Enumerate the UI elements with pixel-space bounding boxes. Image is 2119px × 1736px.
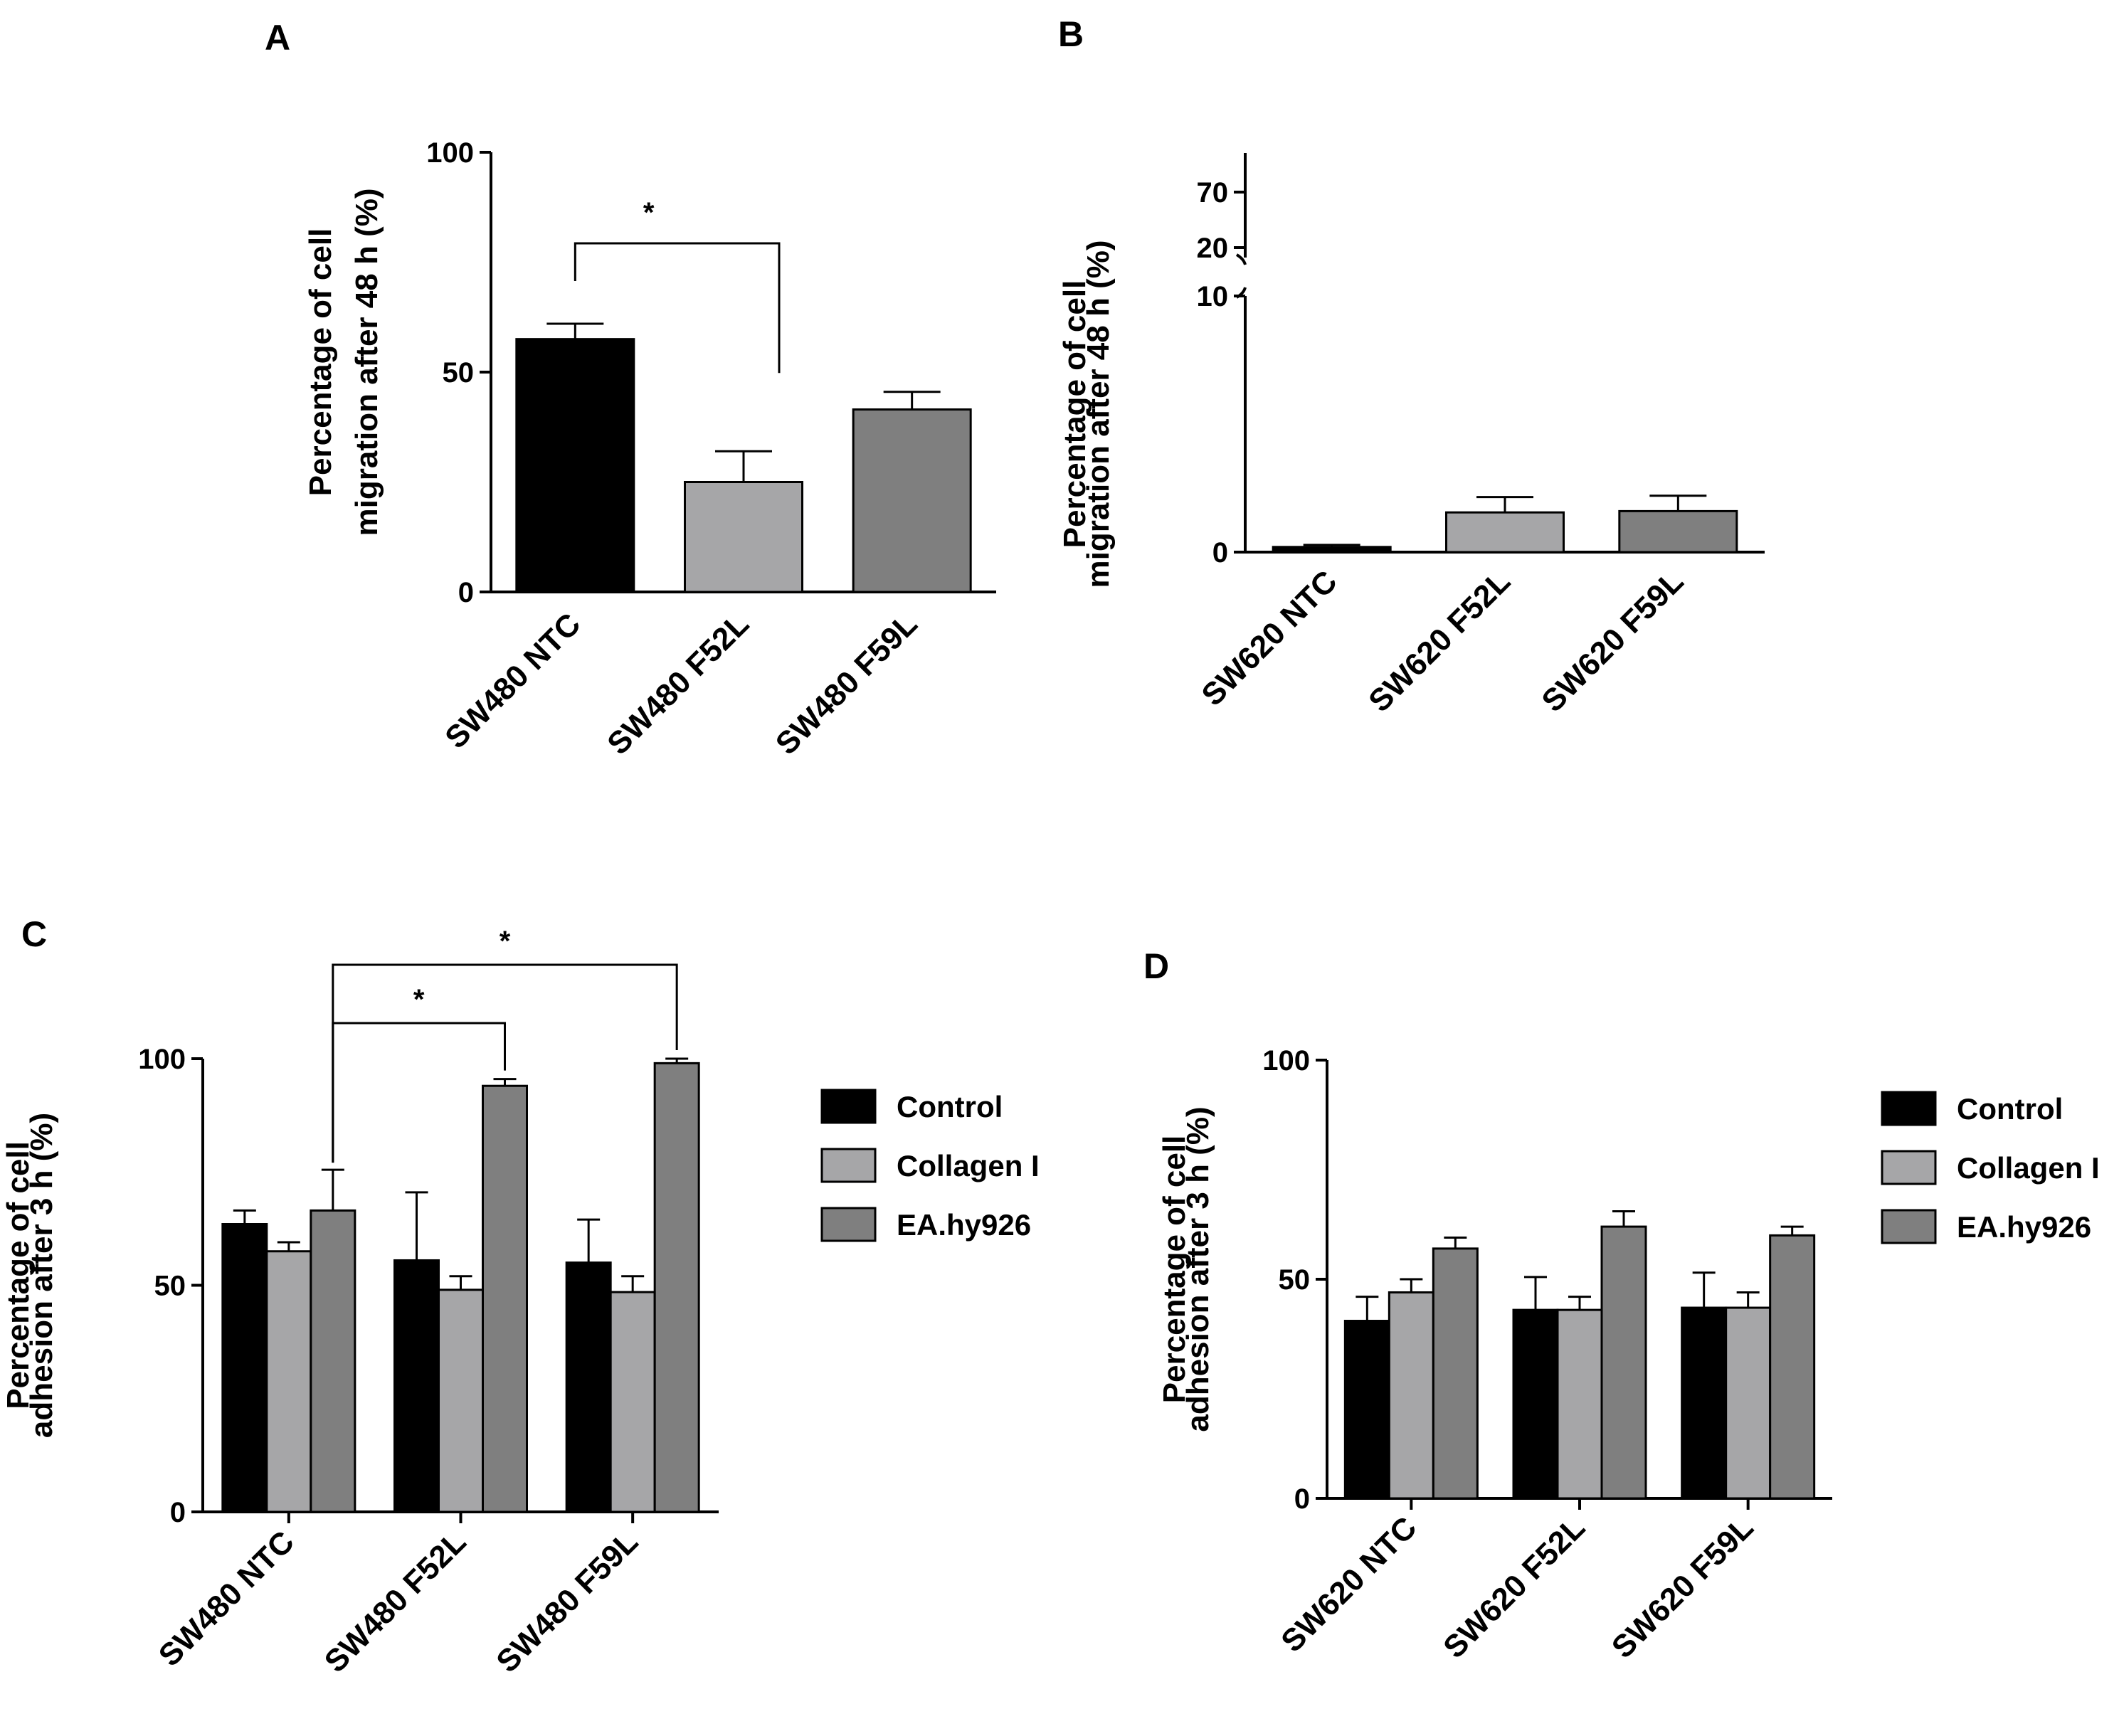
bar-collagen-i <box>1556 1308 1603 1500</box>
bar-ea-hy926 <box>653 1062 700 1513</box>
x-category-label: SW480 NTC <box>438 606 587 755</box>
legend-label: Control <box>1957 1092 2063 1126</box>
x-category-label: SW620 F59L <box>1535 563 1690 719</box>
y-axis-title: Percentage of cell <box>303 228 338 497</box>
y-axis-title: Percentage of cell <box>1057 280 1092 549</box>
legend-label: EA.hy926 <box>897 1208 1031 1242</box>
legend-swatch <box>820 1089 877 1124</box>
x-category-label: SW480 F59L <box>490 1524 645 1679</box>
legend-label: Collagen I <box>897 1149 1040 1182</box>
bar <box>1618 509 1738 554</box>
y-axis-title: adhesion after 3 h (%) <box>1180 1106 1215 1431</box>
bar-ea-hy926 <box>1432 1247 1479 1500</box>
legend-swatch <box>1881 1150 1937 1185</box>
x-category-label: SW480 F59L <box>769 606 924 761</box>
bar <box>1445 511 1565 554</box>
legend-swatch <box>1881 1209 1937 1244</box>
y-tick-label: 0 <box>458 577 474 608</box>
y-tick-label: 10 <box>1197 281 1229 312</box>
panel-letter: B <box>1058 14 1084 54</box>
panel-a: A 0 50 100 Percentage of cell migration after… <box>265 18 996 761</box>
y-axis-title: adhesion after 3 h (%) <box>24 1113 59 1438</box>
panel-letter: A <box>265 18 290 58</box>
x-category-label: SW480 NTC <box>152 1524 301 1673</box>
y-tick-label: 50 <box>1279 1264 1311 1296</box>
bar-control <box>393 1259 440 1513</box>
bar-collagen-i <box>438 1288 484 1513</box>
bar-ea-hy926 <box>1600 1225 1647 1500</box>
y-axis-title: Percentage of cell <box>1157 1136 1192 1404</box>
bar <box>852 408 972 593</box>
y-tick-label: 100 <box>426 137 474 169</box>
significance-bracket <box>332 963 678 1163</box>
bar-control <box>221 1223 268 1513</box>
bar-collagen-i <box>1388 1291 1434 1500</box>
significance-star: * <box>643 197 655 228</box>
bar-ea-hy926 <box>310 1209 356 1513</box>
x-category-label: SW620 NTC <box>1195 563 1343 712</box>
significance-bracket <box>574 242 781 374</box>
bar <box>1272 546 1392 554</box>
legend-label: EA.hy926 <box>1957 1210 2091 1244</box>
legend-swatch <box>1881 1091 1937 1126</box>
x-category-label: SW480 F52L <box>318 1524 473 1679</box>
legend-swatch <box>820 1207 877 1242</box>
y-tick-label: 70 <box>1197 177 1229 208</box>
bar-collagen-i <box>265 1250 312 1513</box>
bar <box>684 481 803 593</box>
y-tick-label: 50 <box>154 1271 186 1302</box>
y-tick-label: 0 <box>170 1497 186 1528</box>
bar <box>515 338 635 593</box>
significance-star: * <box>413 984 425 1015</box>
y-tick-label: 50 <box>443 357 475 388</box>
y-tick-label: 0 <box>1212 537 1228 568</box>
bar-control <box>1681 1306 1728 1500</box>
x-category-label: SW480 F52L <box>601 606 756 761</box>
x-category-label: SW620 F52L <box>1437 1510 1592 1665</box>
panel-letter: C <box>21 914 47 954</box>
y-axis-title: Percentage of cell <box>1 1141 36 1409</box>
bar-control <box>1512 1308 1559 1500</box>
significance-star: * <box>500 926 511 957</box>
legend-swatch <box>820 1148 877 1183</box>
x-category-label: SW620 F59L <box>1605 1510 1760 1665</box>
y-tick-label: 100 <box>1262 1045 1310 1076</box>
x-category-label: SW620 NTC <box>1274 1510 1423 1658</box>
y-tick-label: 0 <box>1294 1483 1310 1515</box>
x-category-label: SW620 F52L <box>1362 563 1517 719</box>
bar-control <box>565 1261 612 1513</box>
legend-label: Control <box>897 1090 1003 1123</box>
y-axis-title: migration after 48 h (%) <box>1081 240 1116 588</box>
bar-collagen-i <box>609 1291 656 1513</box>
y-axis-title: migration after 48 h (%) <box>349 189 384 536</box>
bar-collagen-i <box>1725 1306 1772 1500</box>
bar-control <box>1343 1320 1390 1500</box>
panel-letter: D <box>1143 946 1169 986</box>
bar-ea-hy926 <box>1769 1234 1816 1500</box>
y-tick-label: 100 <box>138 1044 186 1075</box>
legend-label: Collagen I <box>1957 1151 2100 1185</box>
axis-break-mark <box>1235 253 1247 299</box>
bar-ea-hy926 <box>482 1084 528 1513</box>
significance-bracket <box>332 1022 506 1163</box>
y-tick-label: 20 <box>1197 233 1229 264</box>
